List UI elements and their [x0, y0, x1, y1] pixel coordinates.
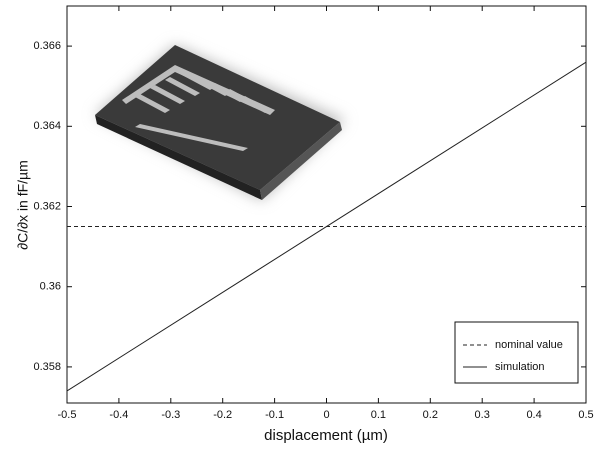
legend-box [454, 321, 579, 384]
y-axis-label: ∂C/∂x in fF/µm [15, 160, 31, 250]
x-tick-label: 0 [323, 409, 329, 421]
x-tick-label: -0.5 [58, 409, 77, 421]
y-tick-label: 0.362 [33, 200, 61, 212]
y-tick-label: 0.36 [40, 281, 61, 293]
y-tick-label: 0.366 [33, 40, 61, 52]
legend-label: nominal value [495, 339, 563, 351]
x-tick-label: -0.2 [213, 409, 232, 421]
x-tick-label: 0.1 [371, 409, 386, 421]
x-tick-label: 0.3 [475, 409, 490, 421]
y-tick-label: 0.364 [33, 120, 61, 132]
x-tick-label: 0.2 [423, 409, 438, 421]
x-tick-label: -0.3 [161, 409, 180, 421]
x-tick-label: 0.4 [526, 409, 541, 421]
legend: nominal value simulation [454, 321, 579, 384]
legend-label: simulation [495, 361, 545, 373]
x-tick-label: -0.4 [109, 409, 128, 421]
line-1 [66, 61, 587, 392]
y-tick-label: 0.358 [33, 361, 61, 373]
x-axis-label: displacement (µm) [264, 427, 388, 444]
inset-image [95, 45, 345, 200]
x-tick-label: 0.5 [578, 409, 593, 421]
x-tick-label: -0.1 [265, 409, 284, 421]
